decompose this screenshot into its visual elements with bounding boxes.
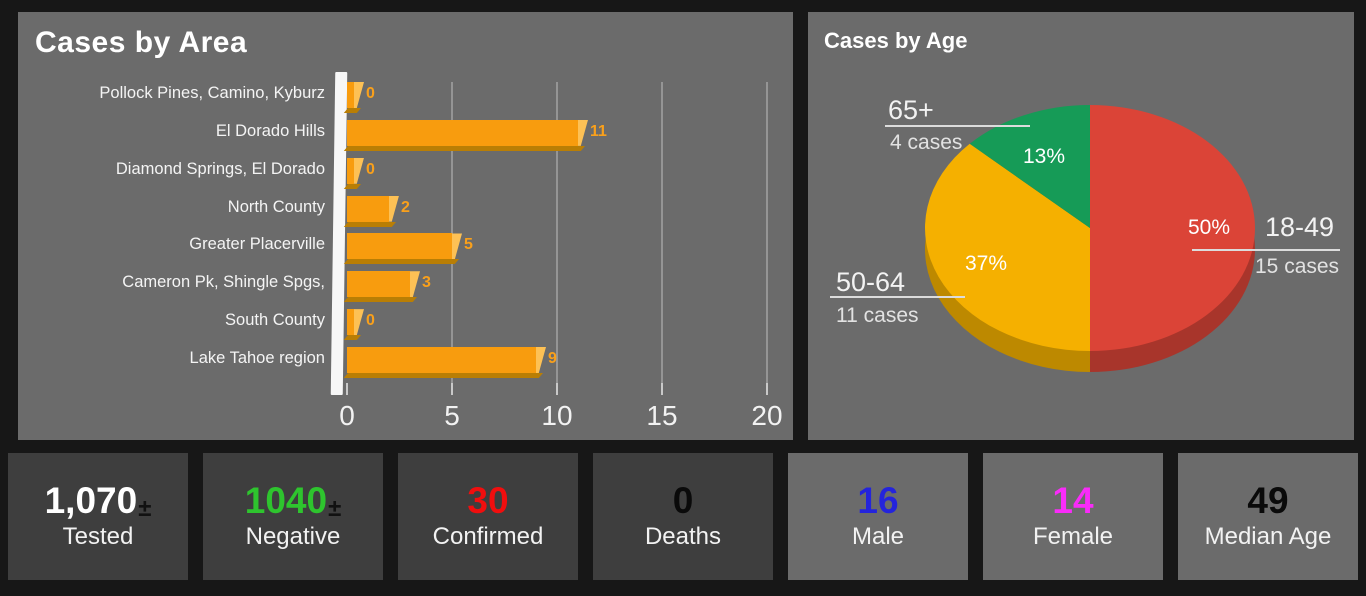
bar-value-lake-tahoe-region: 9 [548,350,557,368]
cases-by-area-title: Cases by Area [35,26,248,59]
bar-el-dorado-hills[interactable] [343,119,588,151]
bar-value-pollock-pines-camino-kyburz: 0 [366,85,375,102]
axis-tick-20 [766,383,768,395]
kpi-label-deaths: Deaths [644,522,722,550]
bar-value-greater-placerville: 5 [464,236,473,254]
axis-wall [330,72,348,395]
axis-tick-15 [661,383,663,395]
bar-end-bevel [452,233,462,260]
pie-slice-18-49[interactable] [1090,105,1255,351]
bar-label-pollock-pines-camino-kyburz: Pollock Pines, Camino, Kyburz [99,84,325,102]
kpi-label-tested: Tested [62,522,134,550]
bar-depth-shadow [343,259,459,265]
pie-slice-65[interactable] [969,105,1090,228]
bar-label-cameron-pk-shingle-spgs: Cameron Pk, Shingle Spgs, [122,273,325,292]
grid-line-20 [766,82,768,383]
bar-label-lake-tahoe-region: Lake Tahoe region [189,349,325,368]
x-axis-label-5: 5 [444,400,460,431]
kpi-value-male: 16 [857,480,899,522]
bar-label-north-county: North County [227,197,325,216]
bar-end-bevel [354,309,364,336]
x-axis-label-10: 10 [541,400,573,431]
kpi-value-negative: 1040± [244,480,342,523]
bar-depth-shadow [343,373,543,379]
bar-end-bevel [536,347,546,374]
pie-slice-50-64[interactable] [924,143,1090,351]
axis-tick-0 [346,383,348,395]
kpi-card-median-age: 49 Median Age [1178,453,1358,580]
plus-minus-sign: ± [328,495,342,523]
x-axis-label-0: 0 [339,400,355,431]
bar-pollock-pines-camino-kyburz[interactable] [343,82,364,113]
kpi-value-median-age: 49 [1247,480,1289,522]
bar-end-bevel [389,195,399,222]
kpi-value-female: 14 [1052,480,1094,522]
bar-cameron-pk-shingle-spgs[interactable] [343,271,420,303]
bar-north-county[interactable] [343,195,399,227]
plus-minus-sign: ± [138,495,152,523]
kpi-label-confirmed: Confirmed [432,522,544,550]
kpi-value-deaths: 0 [672,480,694,522]
bar-value-south-county: 0 [366,312,375,330]
bar-value-el-dorado-hills: 11 [590,122,607,140]
grid-line-10 [556,82,558,383]
bar-label-greater-placerville: Greater Placerville [189,235,325,254]
kpi-cards-row: 1,070± Tested 1040± Negative 30 Confirmed 0 Dea… [8,453,1358,580]
kpi-label-male: Male [851,522,905,550]
kpi-card-confirmed: 30 Confirmed [398,453,578,580]
bar-end-bevel [410,271,420,298]
bar-end-bevel [578,119,588,146]
bar-depth-shadow [343,335,361,341]
kpi-label-negative: Negative [245,522,341,550]
bar-lake-tahoe-region[interactable] [343,347,546,379]
bar-depth-shadow [343,297,417,303]
bar-label-diamond-springs-el-dorado: Diamond Springs, El Dorado [115,159,325,178]
bar-depth-shadow [343,183,361,189]
kpi-card-deaths: 0 Deaths [593,453,773,580]
grid-line-5 [451,82,453,383]
kpi-card-male: 16 Male [788,453,968,580]
axis-tick-10 [556,383,558,395]
grid-line-15 [661,82,663,383]
bar-label-south-county: South County [225,311,325,330]
x-axis-label-15: 15 [646,400,678,431]
cases-by-age-title: Cases by Age [824,28,968,53]
bar-greater-placerville[interactable] [343,233,462,265]
cases-by-area-panel: Cases by Area 0 5 10 15 20 Pollock Pines, Cam… [18,12,793,440]
area-bar-plot: 0 5 10 15 20 Pollock Pines, Camino, Kyburz 0 El… [18,12,793,440]
kpi-label-median-age: Median Age [1204,522,1332,550]
bar-depth-shadow [343,221,396,227]
kpi-card-tested: 1,070± Tested [8,453,188,580]
kpi-card-negative: 1040± Negative [203,453,383,580]
bar-value-north-county: 2 [401,198,410,216]
bar-south-county[interactable] [343,309,364,341]
bar-diamond-springs-el-dorado[interactable] [343,157,364,189]
bar-value-cameron-pk-shingle-spgs: 3 [422,274,431,292]
bar-value-diamond-springs-el-dorado: 0 [366,160,375,178]
bar-end-bevel [354,82,364,108]
age-pie-svg [924,105,1255,372]
bar-label-el-dorado-hills: El Dorado Hills [215,121,325,140]
bar-end-bevel [354,157,364,184]
kpi-value-confirmed: 30 [467,480,509,522]
cases-by-age-panel: Cases by Age 18-49 15 cases 50% 50-64 11 cas… [808,12,1354,440]
x-axis-label-20: 20 [751,400,783,431]
kpi-label-female: Female [1032,522,1114,550]
axis-tick-5 [451,383,453,395]
bar-depth-shadow [343,108,361,113]
kpi-value-tested: 1,070± [44,480,152,523]
kpi-card-female: 14 Female [983,453,1163,580]
bar-depth-shadow [343,145,585,151]
